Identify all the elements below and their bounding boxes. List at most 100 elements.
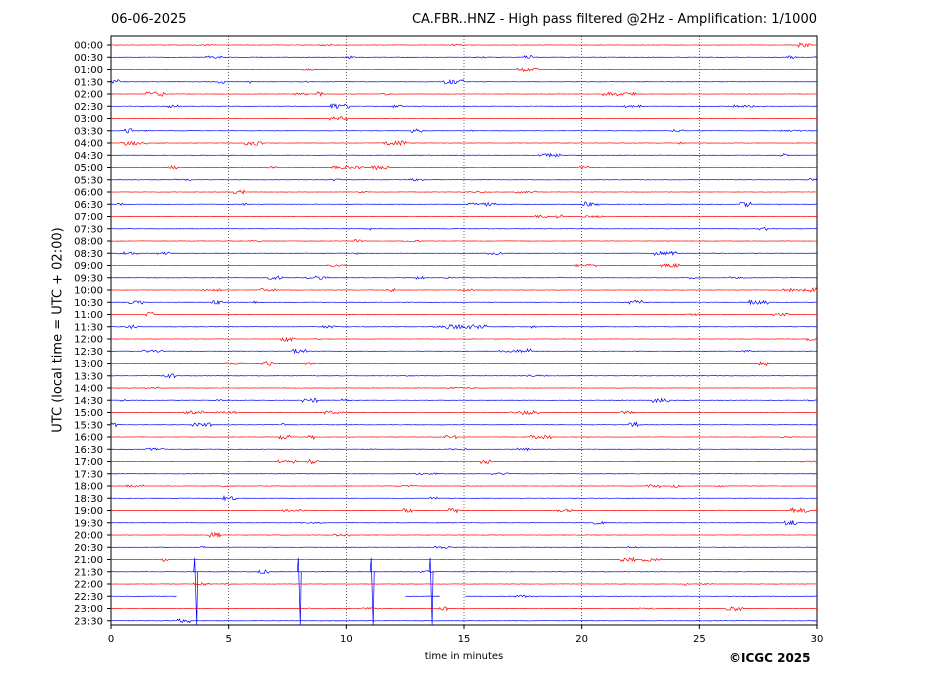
- event-spike: [369, 557, 375, 626]
- trace-11:30: [110, 323, 818, 330]
- x-tick-label-5: 5: [225, 634, 231, 645]
- trace-08:00: [110, 238, 818, 243]
- trace-00:30: [110, 55, 818, 60]
- y-tick-label: 12:00: [74, 335, 103, 346]
- trace-04:00: [110, 140, 818, 147]
- y-tick-label: 03:00: [74, 114, 103, 125]
- y-tick-label: 08:30: [74, 249, 103, 260]
- trace-04:30: [110, 152, 818, 158]
- record-date: 06-06-2025: [111, 12, 187, 27]
- trace-01:00: [110, 67, 818, 72]
- y-tick-label: 04:00: [74, 139, 103, 150]
- y-tick-label: 22:00: [74, 580, 103, 591]
- trace-10:30: [110, 299, 818, 306]
- y-tick-label: 00:00: [74, 41, 103, 52]
- trace-08:30: [110, 250, 817, 256]
- x-tick-label-10: 10: [340, 634, 353, 645]
- y-tick-label: 16:30: [74, 445, 103, 456]
- trace-03:00: [110, 116, 818, 121]
- y-tick-label: 20:00: [74, 531, 103, 542]
- trace-17:00: [110, 458, 818, 465]
- y-tick-label: 17:00: [74, 457, 103, 468]
- vertical-gridlines: [228, 36, 700, 625]
- trace-09:00: [110, 262, 818, 269]
- trace-14:30: [110, 397, 818, 404]
- y-tick-label: 01:30: [74, 77, 103, 88]
- trace-13:00: [110, 361, 818, 367]
- y-tick-label: 11:00: [74, 310, 103, 321]
- trace-22:00: [110, 582, 818, 586]
- event-spike: [296, 557, 302, 626]
- y-tick-label: 14:30: [74, 396, 103, 407]
- y-tick-label: 08:00: [74, 237, 103, 248]
- x-axis-ticks: 0 5 10 15 20 25 30: [108, 625, 824, 645]
- y-tick-label: 04:30: [74, 151, 103, 162]
- event-spike: [428, 557, 434, 626]
- y-tick-label: 21:30: [74, 567, 103, 578]
- chart-title: CA.FBR..HNZ - High pass filtered @2Hz - …: [411, 12, 817, 27]
- y-tick-label: 15:30: [74, 420, 103, 431]
- y-tick-label: 10:30: [74, 298, 103, 309]
- x-tick-label-20: 20: [575, 634, 588, 645]
- y-tick-label: 15:00: [74, 408, 103, 419]
- x-axis-label: time in minutes: [424, 651, 504, 662]
- y-axis-label: UTC (local time = UTC + 02:00): [50, 227, 66, 433]
- trace-16:00: [110, 434, 818, 441]
- trace-16:30: [110, 447, 818, 452]
- trace-06:00: [110, 189, 818, 195]
- x-tick-label-30: 30: [811, 634, 824, 645]
- trace-12:00: [110, 336, 818, 343]
- trace-01:30: [110, 78, 818, 85]
- y-tick-label: 23:30: [74, 616, 103, 627]
- y-tick-label: 22:30: [74, 592, 103, 603]
- y-tick-label: 10:00: [74, 286, 103, 297]
- y-tick-label: 17:30: [74, 469, 103, 480]
- trace-09:30: [110, 275, 818, 280]
- y-tick-label: 18:00: [74, 482, 103, 493]
- y-tick-label: 14:00: [74, 384, 103, 395]
- y-tick-label: 05:30: [74, 175, 103, 186]
- y-tick-label: 19:30: [74, 518, 103, 529]
- trace-10:00: [110, 287, 818, 293]
- trace-23:00: [110, 606, 817, 612]
- y-tick-label: 11:30: [74, 322, 103, 333]
- y-tick-label: 06:00: [74, 188, 103, 199]
- trace-02:00: [110, 91, 818, 97]
- trace-22:30: [110, 594, 818, 599]
- y-tick-label: 18:30: [74, 494, 103, 505]
- trace-19:00: [110, 506, 818, 514]
- trace-20:30: [110, 545, 818, 549]
- trace-13:30: [110, 373, 818, 379]
- trace-15:30: [110, 421, 818, 428]
- trace-11:00: [110, 311, 818, 317]
- y-tick-label: 09:00: [74, 261, 103, 272]
- x-tick-label-25: 25: [693, 634, 706, 645]
- trace-18:30: [110, 494, 818, 502]
- y-tick-label: 00:30: [74, 53, 103, 64]
- y-tick-label: 16:00: [74, 433, 103, 444]
- y-tick-label: 12:30: [74, 347, 103, 358]
- trace-07:00: [110, 214, 818, 219]
- trace-05:00: [110, 165, 818, 171]
- x-tick-label-0: 0: [108, 634, 114, 645]
- y-tick-label: 05:00: [74, 163, 103, 174]
- y-tick-label: 19:00: [74, 506, 103, 517]
- trace-21:00: [110, 556, 818, 562]
- trace-19:30: [110, 519, 818, 526]
- trace-00:00: [110, 42, 818, 48]
- event-spike: [193, 557, 199, 626]
- y-tick-label: 01:00: [74, 65, 103, 76]
- trace-02:30: [110, 103, 818, 110]
- x-tick-label-15: 15: [458, 634, 471, 645]
- y-tick-label: 07:00: [74, 212, 103, 223]
- seismic-traces: [110, 42, 818, 626]
- y-tick-label: 09:30: [74, 273, 103, 284]
- trace-12:30: [110, 347, 818, 355]
- trace-21:30: [110, 569, 818, 574]
- y-tick-label: 13:00: [74, 359, 103, 370]
- trace-05:30: [110, 177, 818, 182]
- y-tick-label: 21:00: [74, 555, 103, 566]
- y-tick-label: 23:00: [74, 604, 103, 615]
